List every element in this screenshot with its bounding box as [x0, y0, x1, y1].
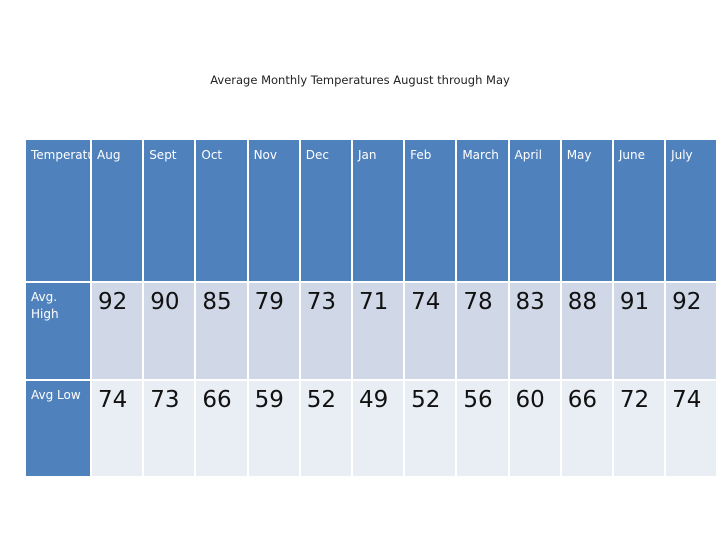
value-cell: 73 — [298, 281, 353, 381]
value-cell: 66 — [194, 379, 249, 478]
table-row-avg-low: Avg Low 74 73 66 59 52 49 52 56 60 66 72… — [24, 379, 719, 478]
value-cell: 59 — [246, 379, 301, 478]
value-cell: 79 — [246, 281, 301, 381]
value-cell: 91 — [611, 281, 667, 381]
value-cell: 56 — [455, 379, 510, 478]
value-cell: 71 — [350, 281, 406, 381]
value-cell: 73 — [142, 379, 197, 478]
value-cell: 52 — [403, 379, 458, 478]
month-header-cell: Oct — [194, 138, 249, 283]
value-cell: 74 — [664, 379, 719, 478]
value-cell: 90 — [142, 281, 197, 381]
month-header-cell: March — [455, 138, 510, 283]
value-cell: 66 — [559, 379, 614, 478]
month-header-cell: July — [664, 138, 719, 283]
row-label-avg-low: Avg Low — [24, 379, 92, 478]
value-cell: 92 — [664, 281, 719, 381]
value-cell: 72 — [611, 379, 667, 478]
value-cell: 92 — [89, 281, 145, 381]
value-cell: 83 — [507, 281, 562, 381]
value-cell: 88 — [559, 281, 614, 381]
value-cell: 78 — [455, 281, 510, 381]
corner-header-cell: Temperature — [24, 138, 92, 283]
value-cell: 52 — [298, 379, 353, 478]
value-cell: 74 — [403, 281, 458, 381]
month-header-cell: Feb — [403, 138, 458, 283]
table-row-avg-high: Avg. High 92 90 85 79 73 71 74 78 83 88 … — [24, 281, 719, 381]
month-header-cell: Dec — [298, 138, 353, 283]
month-header-cell: Sept — [142, 138, 197, 283]
month-header-cell: April — [507, 138, 562, 283]
month-header-cell: May — [559, 138, 614, 283]
month-header-cell: June — [611, 138, 667, 283]
month-header-cell: Nov — [246, 138, 301, 283]
table-header-row: Temperature Aug Sept Oct Nov Dec Jan Feb… — [24, 138, 719, 283]
month-header-cell: Aug — [89, 138, 145, 283]
temperature-table: Temperature Aug Sept Oct Nov Dec Jan Feb… — [24, 138, 719, 478]
value-cell: 74 — [89, 379, 145, 478]
month-header-cell: Jan — [350, 138, 406, 283]
value-cell: 60 — [507, 379, 562, 478]
row-label-avg-high: Avg. High — [24, 281, 92, 381]
value-cell: 85 — [194, 281, 249, 381]
value-cell: 49 — [350, 379, 406, 478]
slide-title: Average Monthly Temperatures August thro… — [210, 73, 510, 87]
